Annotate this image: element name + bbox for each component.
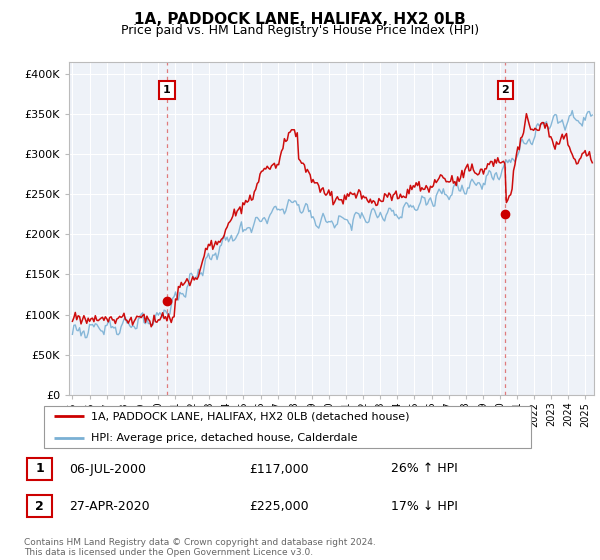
- Text: 1A, PADDOCK LANE, HALIFAX, HX2 0LB (detached house): 1A, PADDOCK LANE, HALIFAX, HX2 0LB (deta…: [91, 411, 410, 421]
- Text: 1: 1: [163, 85, 170, 95]
- Text: 1A, PADDOCK LANE, HALIFAX, HX2 0LB: 1A, PADDOCK LANE, HALIFAX, HX2 0LB: [134, 12, 466, 27]
- Text: 06-JUL-2000: 06-JUL-2000: [69, 463, 146, 475]
- Text: 26% ↑ HPI: 26% ↑ HPI: [391, 463, 457, 475]
- Text: HPI: Average price, detached house, Calderdale: HPI: Average price, detached house, Cald…: [91, 433, 358, 443]
- FancyBboxPatch shape: [27, 458, 52, 480]
- Text: £117,000: £117,000: [250, 463, 309, 475]
- Text: 2: 2: [35, 500, 44, 512]
- Text: 1: 1: [35, 463, 44, 475]
- Text: 27-APR-2020: 27-APR-2020: [69, 500, 150, 512]
- Text: £225,000: £225,000: [250, 500, 309, 512]
- Text: Contains HM Land Registry data © Crown copyright and database right 2024.
This d: Contains HM Land Registry data © Crown c…: [24, 538, 376, 557]
- Text: 17% ↓ HPI: 17% ↓ HPI: [391, 500, 457, 512]
- FancyBboxPatch shape: [27, 495, 52, 517]
- FancyBboxPatch shape: [44, 405, 530, 449]
- Text: Price paid vs. HM Land Registry's House Price Index (HPI): Price paid vs. HM Land Registry's House …: [121, 24, 479, 37]
- Text: 2: 2: [502, 85, 509, 95]
